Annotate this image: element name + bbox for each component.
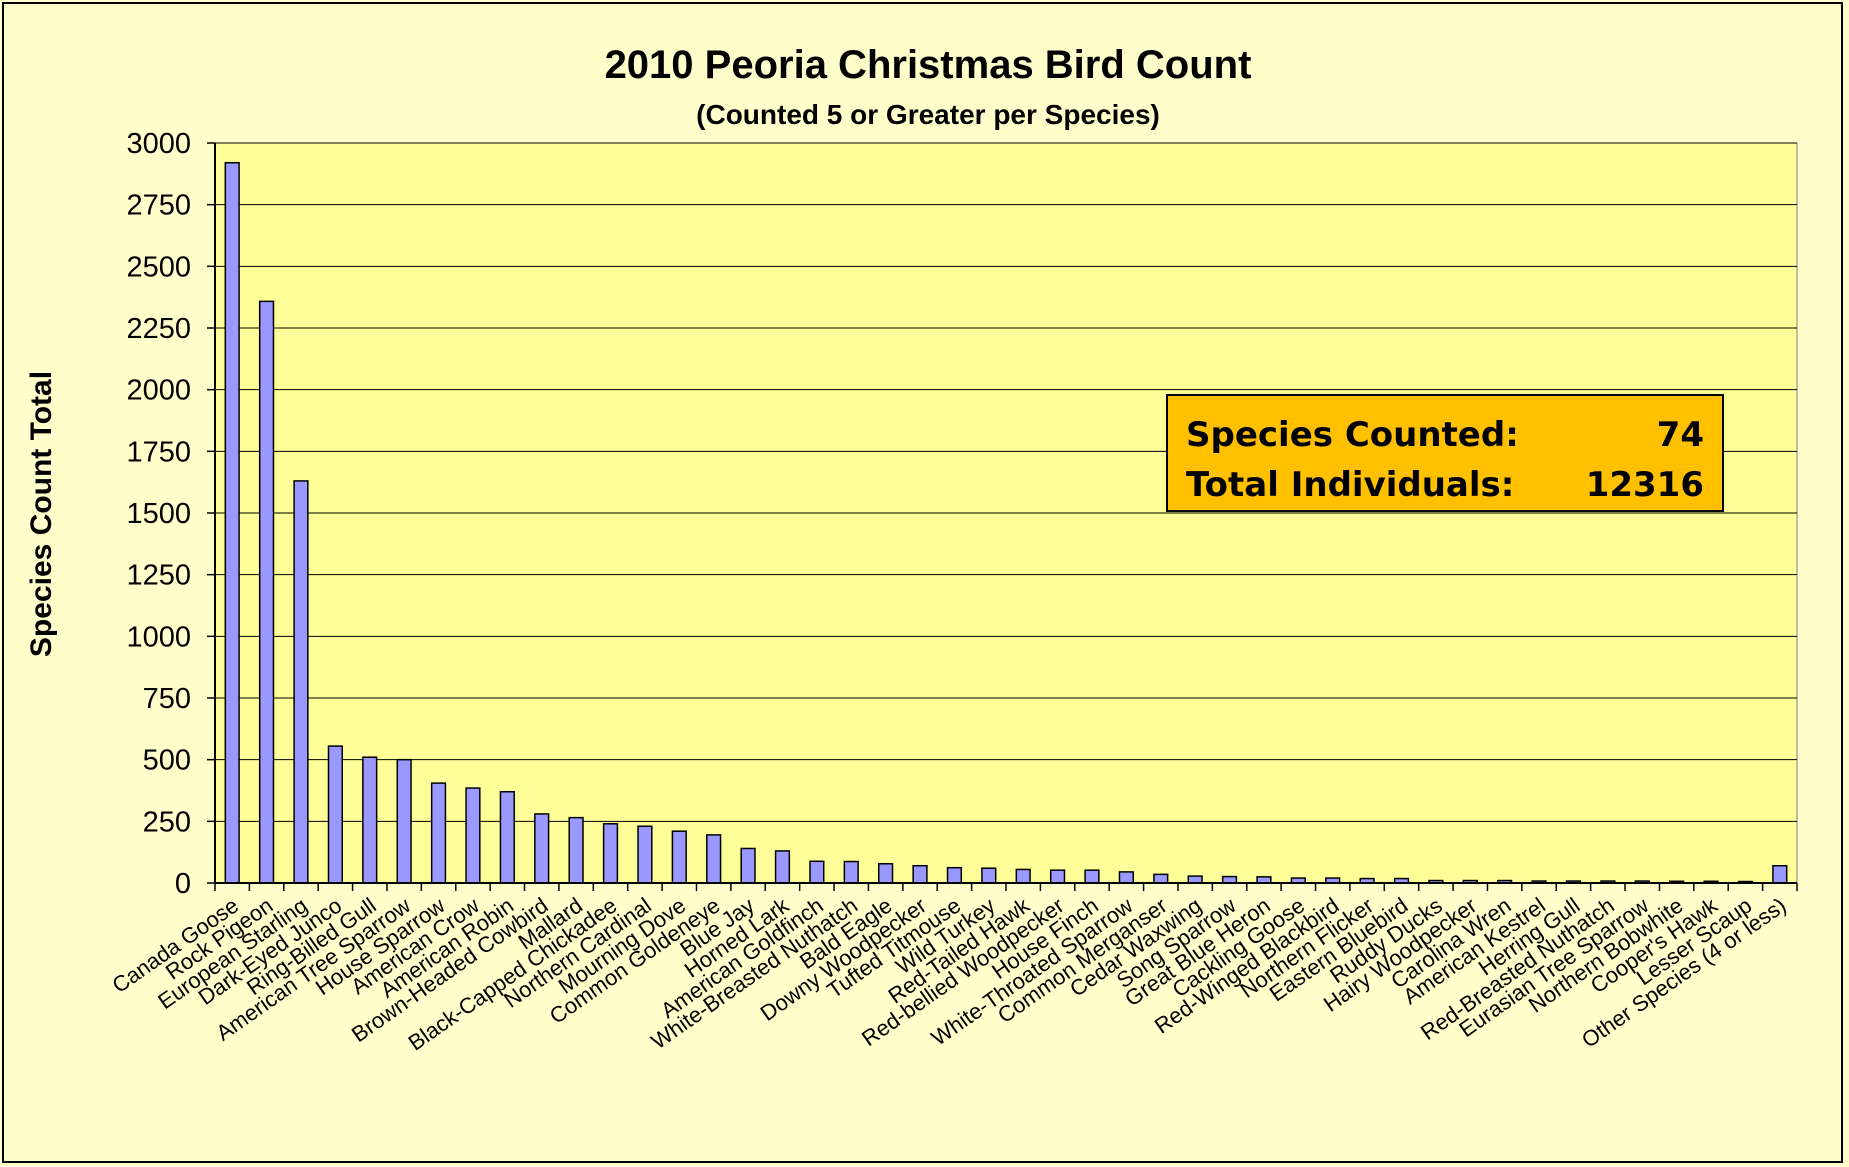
- bar: [946, 866, 963, 884]
- bar: [224, 161, 240, 884]
- stats-box: Species Counted: 74 Total Individuals: 1…: [1166, 394, 1724, 512]
- bar: [362, 756, 378, 884]
- bar: [534, 813, 550, 884]
- bar: [258, 300, 275, 884]
- species-counted-label: Species Counted:: [1186, 415, 1519, 455]
- y-tick-label: 2750: [126, 190, 191, 222]
- bar: [1153, 873, 1169, 884]
- y-tick-label: 2500: [126, 251, 191, 283]
- chart-subtitle: (Counted 5 or Greater per Species): [696, 99, 1160, 130]
- y-tick-label: 250: [143, 806, 191, 838]
- y-tick-label: 1750: [126, 436, 191, 468]
- bar: [1084, 869, 1100, 884]
- bar: [396, 758, 412, 884]
- y-tick-label: 2250: [126, 313, 191, 345]
- y-tick-labels: 0 250 500 750 1000 1250 1500 1750 2000 2250 2500 27…: [126, 128, 191, 900]
- bar: [671, 830, 687, 884]
- bar: [1772, 864, 1788, 884]
- gridlines: [215, 142, 1797, 822]
- bar: [843, 860, 859, 884]
- bar: [878, 863, 894, 884]
- y-tick-label: 1250: [126, 560, 191, 592]
- axes: [207, 142, 1798, 891]
- species-counted-value: 74: [1656, 415, 1704, 455]
- bar: [809, 860, 825, 884]
- y-tick-label: 0: [175, 868, 191, 900]
- bar: [637, 825, 653, 884]
- bar: [706, 834, 722, 884]
- chart-title: 2010 Peoria Christmas Bird Count: [605, 43, 1252, 87]
- bar: [327, 745, 343, 884]
- bar: [602, 823, 619, 884]
- bar: [1118, 871, 1134, 884]
- y-tick-label: 1500: [126, 498, 191, 530]
- species-counted-row: Species Counted: 74: [1186, 410, 1704, 460]
- bar: [981, 867, 997, 884]
- y-tick-label: 500: [143, 745, 191, 777]
- bar: [1049, 869, 1066, 884]
- total-individuals-label: Total Individuals:: [1186, 465, 1515, 505]
- bar: [293, 480, 309, 884]
- y-tick-label: 750: [143, 683, 191, 715]
- y-tick-label: 2000: [126, 375, 191, 407]
- bars: [224, 161, 1788, 884]
- total-individuals-row: Total Individuals: 12316: [1186, 460, 1704, 510]
- bar: [740, 847, 756, 884]
- bar: [465, 787, 481, 884]
- y-tick-label: 1000: [126, 621, 191, 653]
- bar: [1187, 875, 1203, 884]
- bar: [774, 850, 791, 884]
- y-axis-label: Species Count Total: [25, 371, 58, 657]
- bar: [430, 782, 447, 884]
- bar: [568, 816, 584, 884]
- bar: [499, 790, 515, 884]
- bar: [1015, 868, 1031, 884]
- total-individuals-value: 12316: [1585, 465, 1704, 505]
- bar: [912, 864, 928, 884]
- y-tick-label: 3000: [126, 128, 191, 160]
